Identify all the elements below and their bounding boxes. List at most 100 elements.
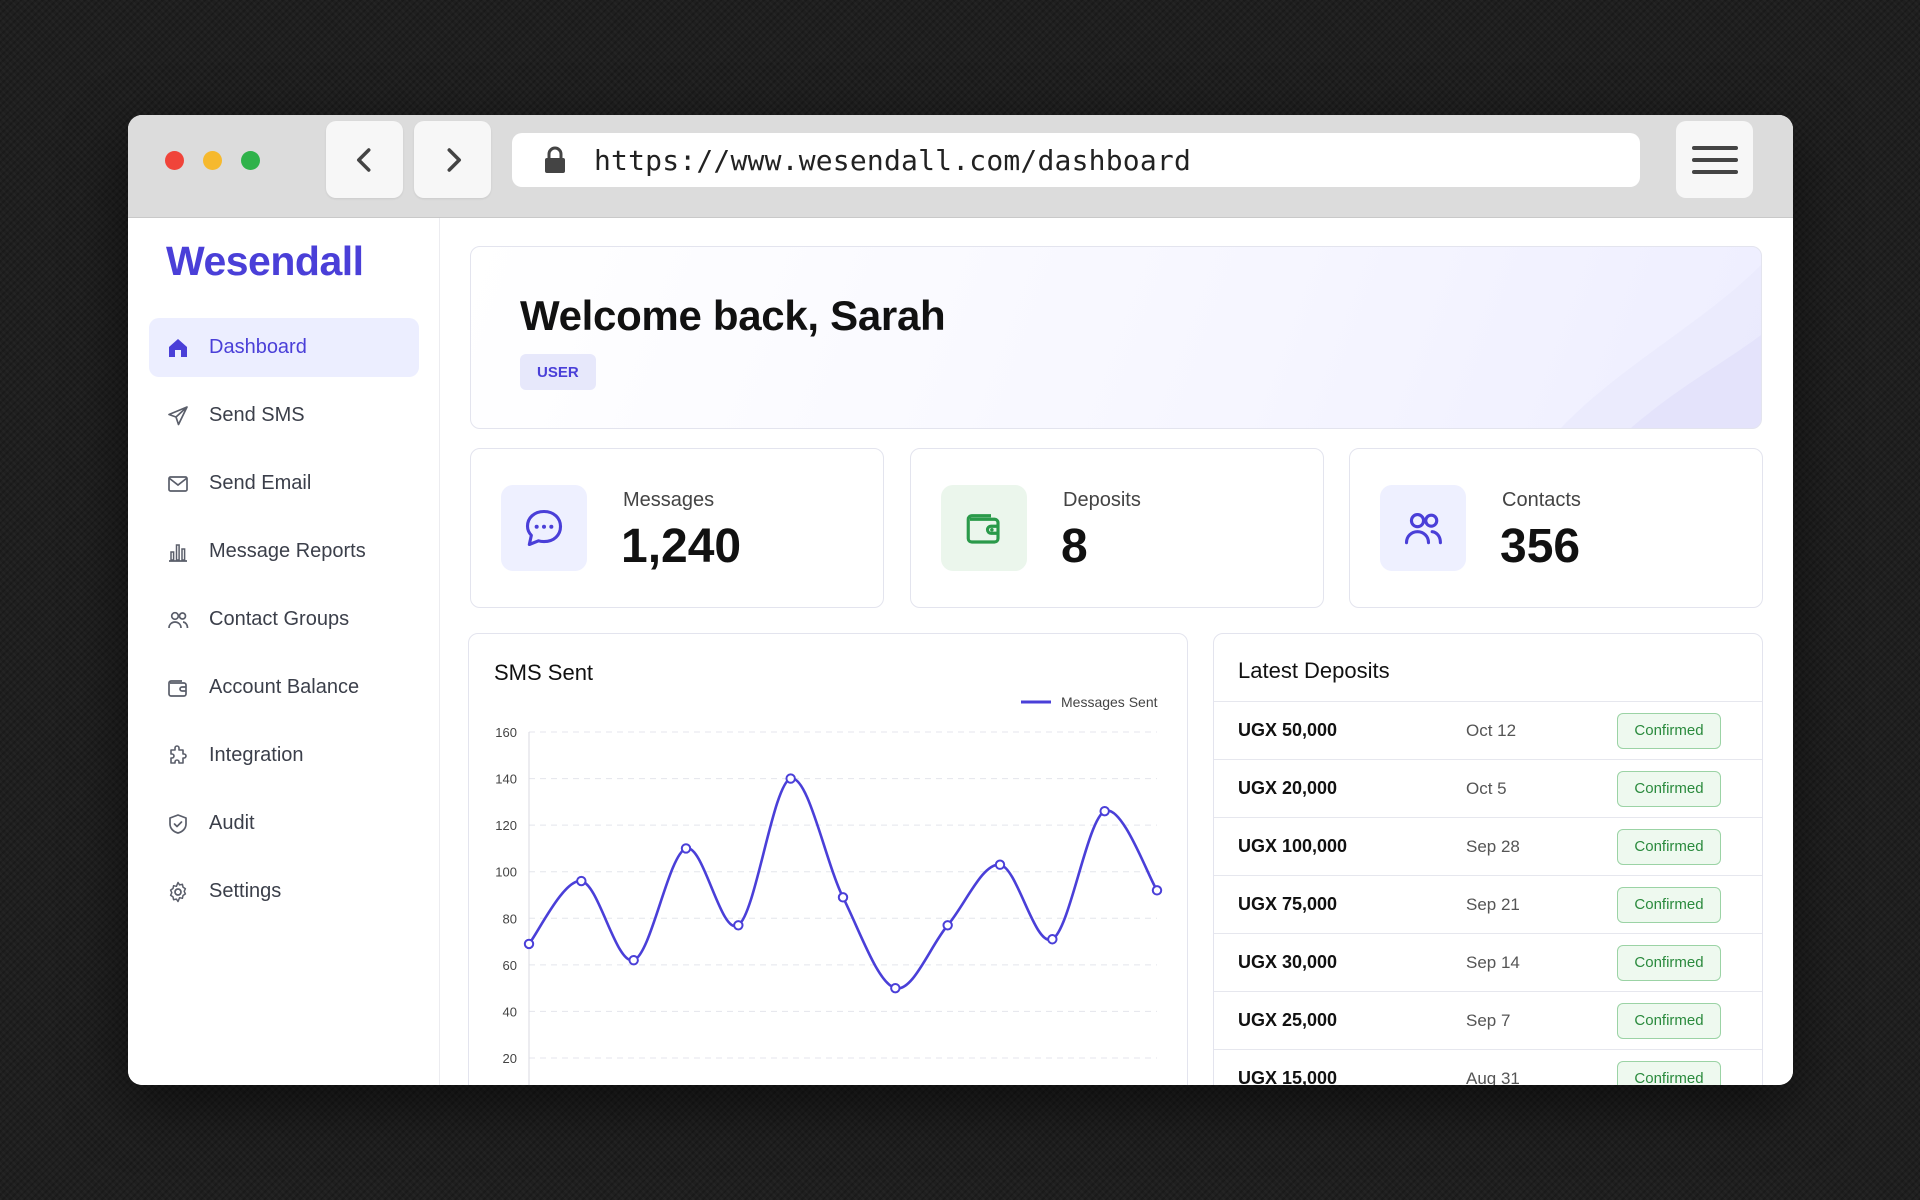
deposit-date: Oct 5 (1466, 778, 1507, 798)
hamburger-menu-icon (1691, 145, 1738, 174)
stat-value: 1,240 (621, 520, 742, 573)
users-icon (1380, 485, 1466, 571)
deposit-row[interactable]: UGX 50,000 Oct 12 Confirmed (1214, 701, 1762, 759)
stat-label: Contacts (1502, 489, 1581, 511)
stat-label: Deposits (1063, 489, 1141, 511)
y-tick-label: 40 (503, 1004, 517, 1019)
sidebar-item-integration[interactable]: Integration (149, 726, 419, 785)
sidebar-item-label: Account Balance (209, 676, 360, 698)
wallet-icon (941, 485, 1027, 571)
sidebar-item-label: Contact Groups (209, 608, 350, 630)
sidebar-item-label: Send Email (209, 472, 312, 494)
address-bar[interactable]: https://www.wesendall.com/dashboard (512, 133, 1640, 187)
stat-label: Messages (623, 489, 715, 511)
y-tick-label: 160 (495, 725, 517, 740)
sidebar-nav: Dashboard Send SMS Send Email Message Repor… (149, 318, 419, 930)
deposit-amount: UGX 30,000 (1238, 952, 1338, 972)
sidebar-item-label: Integration (209, 744, 304, 766)
deposit-row[interactable]: UGX 15,000 Aug 31 Confirmed (1214, 1049, 1762, 1086)
status-badge: Confirmed (1617, 1060, 1721, 1085)
sidebar-item-send-sms[interactable]: Send SMS (149, 386, 419, 445)
stat-value: 356 (1500, 520, 1581, 573)
deposit-row[interactable]: UGX 75,000 Sep 21 Confirmed (1214, 875, 1762, 933)
y-tick-label: 80 (503, 911, 517, 926)
y-tick-label: 100 (495, 865, 517, 880)
y-tick-label: 120 (495, 818, 517, 833)
close-window-button[interactable] (165, 151, 184, 170)
role-badge: USER (520, 354, 596, 390)
sidebar-item-dashboard[interactable]: Dashboard (149, 318, 419, 377)
browser-menu-button[interactable] (1676, 121, 1753, 198)
url-text[interactable]: https://www.wesendall.com/dashboard (594, 143, 1192, 177)
data-point[interactable] (785, 773, 796, 784)
data-point[interactable] (994, 859, 1006, 870)
deposit-date: Sep 7 (1466, 1010, 1511, 1030)
deposit-date: Sep 28 (1466, 836, 1520, 856)
lock-icon (544, 145, 568, 175)
gear-icon (165, 879, 191, 905)
banner-decoration (1561, 265, 1761, 428)
stat-card-messages[interactable]: Messages 1,240 (470, 448, 884, 608)
sidebar-item-settings[interactable]: Settings (149, 862, 419, 921)
deposit-row[interactable]: UGX 20,000 Oct 5 Confirmed (1214, 759, 1762, 817)
chevron-right-icon (447, 147, 461, 172)
back-button[interactable] (326, 121, 403, 198)
data-point[interactable] (837, 892, 849, 903)
data-point[interactable] (1047, 934, 1058, 945)
deposit-row[interactable]: UGX 100,000 Sep 28 Confirmed (1214, 817, 1762, 875)
data-point[interactable] (680, 843, 692, 854)
data-point[interactable] (890, 982, 901, 994)
sidebar: Wesendall Dashboard Send SMS Send Email Mes… (128, 218, 440, 1085)
wallet-icon (165, 675, 191, 701)
y-tick-label: 140 (495, 772, 517, 787)
send-icon (165, 403, 191, 429)
sidebar-item-account-balance[interactable]: Account Balance (149, 658, 419, 717)
minimize-window-button[interactable] (203, 151, 222, 170)
sidebar-item-label: Settings (209, 880, 282, 902)
chevron-left-icon (356, 147, 370, 172)
sidebar-item-label: Dashboard (209, 336, 307, 358)
data-point[interactable] (942, 920, 953, 931)
sidebar-item-label: Send SMS (209, 404, 305, 426)
puzzle-icon (165, 743, 191, 769)
deposit-date: Oct 12 (1466, 720, 1517, 740)
deposit-row[interactable]: UGX 25,000 Sep 7 Confirmed (1214, 991, 1762, 1049)
data-point[interactable] (1151, 885, 1163, 896)
sidebar-item-message-reports[interactable]: Message Reports (149, 522, 419, 581)
browser-titlebar: https://www.wesendall.com/dashboard (128, 115, 1793, 218)
data-point[interactable] (628, 955, 639, 966)
forward-button[interactable] (414, 121, 491, 198)
deposits-title: Latest Deposits (1238, 658, 1390, 683)
sidebar-item-send-email[interactable]: Send Email (149, 454, 419, 513)
data-point[interactable] (523, 938, 535, 950)
sidebar-item-label: Audit (209, 812, 255, 834)
stat-value: 8 (1061, 520, 1088, 573)
home-icon (165, 335, 191, 361)
deposit-row[interactable]: UGX 30,000 Sep 14 Confirmed (1214, 933, 1762, 991)
status-badge: Confirmed (1617, 886, 1721, 923)
welcome-title: Welcome back, Sarah (520, 292, 946, 339)
maximize-window-button[interactable] (241, 151, 260, 170)
chart-title: SMS Sent (494, 660, 594, 685)
users-icon (165, 607, 191, 633)
browser-window: https://www.wesendall.com/dashboard Wese… (128, 115, 1793, 1085)
deposit-date: Aug 31 (1466, 1068, 1520, 1086)
bar-chart-icon (165, 539, 191, 565)
status-badge: Confirmed (1617, 770, 1721, 807)
welcome-banner: Welcome back, Sarah USER (470, 246, 1762, 429)
deposit-amount: UGX 20,000 (1238, 778, 1338, 798)
stat-card-contacts[interactable]: Contacts 356 (1349, 448, 1763, 608)
brand-logo[interactable]: Wesendall (166, 238, 364, 284)
chat-bubble-icon (501, 485, 587, 571)
sidebar-item-label: Message Reports (209, 540, 366, 562)
stat-card-deposits[interactable]: Deposits 8 (910, 448, 1324, 608)
y-tick-label: 60 (503, 958, 517, 973)
mail-icon (165, 471, 191, 497)
data-point[interactable] (576, 875, 587, 887)
data-point[interactable] (1099, 805, 1110, 817)
sidebar-item-contact-groups[interactable]: Contact Groups (149, 590, 419, 649)
deposit-amount: UGX 50,000 (1238, 720, 1338, 740)
data-point[interactable] (733, 920, 744, 931)
shield-check-icon (165, 811, 191, 837)
sidebar-item-audit[interactable]: Audit (149, 794, 419, 853)
